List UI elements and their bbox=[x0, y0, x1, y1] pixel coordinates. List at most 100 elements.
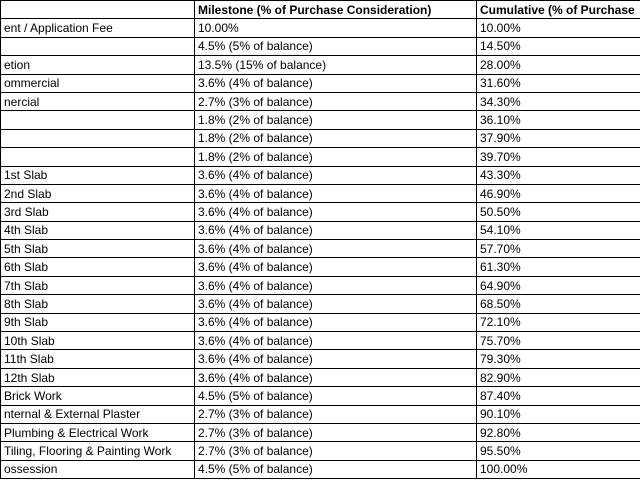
table-cell: 3rd Slab bbox=[0, 202, 195, 222]
table-row: 1.8% (2% of balance) 37.90% bbox=[0, 128, 640, 149]
table-cell: 61.30% bbox=[476, 257, 640, 277]
table-cell: ent / Application Fee bbox=[0, 18, 195, 38]
table-cell bbox=[0, 147, 195, 167]
table-row: 8th Slab 3.6% (4% of balance) 68.50% bbox=[0, 294, 640, 314]
table-cell: 54.10% bbox=[476, 220, 640, 241]
table-cell: 14.50% bbox=[476, 36, 640, 57]
table-cell: Milestone (% of Purchase Consideration) bbox=[194, 0, 477, 20]
table-cell: 11th Slab bbox=[0, 349, 195, 369]
table-row: 1.8% (2% of balance) 39.70% bbox=[0, 147, 640, 167]
table-cell: 90.10% bbox=[476, 404, 640, 424]
table-cell: 3.6% (4% of balance) bbox=[194, 202, 477, 222]
table-cell: 39.70% bbox=[476, 147, 640, 167]
table-cell bbox=[0, 110, 195, 130]
table-cell: Cumulative (% of Purchase bbox=[476, 0, 640, 20]
table-row: 12th Slab 3.6% (4% of balance) 82.90% bbox=[0, 367, 640, 388]
table-row: ommercial 3.6% (4% of balance) 31.60% bbox=[0, 73, 640, 93]
table-cell: ommercial bbox=[0, 73, 195, 93]
table-cell: nternal & External Plaster bbox=[0, 404, 195, 424]
table-cell: 75.70% bbox=[476, 331, 640, 351]
table-cell: 2.7% (3% of balance) bbox=[194, 404, 477, 424]
table-row: 4th Slab 3.6% (4% of balance) 54.10% bbox=[0, 220, 640, 241]
table-cell: 6th Slab bbox=[0, 257, 195, 277]
table-cell bbox=[0, 128, 195, 149]
table-row: 6th Slab 3.6% (4% of balance) 61.30% bbox=[0, 257, 640, 277]
table-cell: 3.6% (4% of balance) bbox=[194, 294, 477, 314]
table-row: Brick Work 4.5% (5% of balance) 87.40% bbox=[0, 386, 640, 406]
table-cell: 95.50% bbox=[476, 441, 640, 461]
table-cell: 31.60% bbox=[476, 73, 640, 93]
table-cell: 3.6% (4% of balance) bbox=[194, 331, 477, 351]
table-row: 11th Slab 3.6% (4% of balance) 79.30% bbox=[0, 349, 640, 369]
table-cell: 2.7% (3% of balance) bbox=[194, 422, 477, 443]
table-cell: Plumbing & Electrical Work bbox=[0, 422, 195, 443]
table-cell: 3.6% (4% of balance) bbox=[194, 257, 477, 277]
table-cell: 3.6% (4% of balance) bbox=[194, 349, 477, 369]
table-row: nternal & External Plaster 2.7% (3% of ba… bbox=[0, 404, 640, 424]
table-cell bbox=[0, 36, 195, 57]
table-cell: Brick Work bbox=[0, 386, 195, 406]
table-row: 3rd Slab 3.6% (4% of balance) 50.50% bbox=[0, 202, 640, 222]
table-cell: 3.6% (4% of balance) bbox=[194, 73, 477, 93]
table-cell: 1.8% (2% of balance) bbox=[194, 147, 477, 167]
table-cell: Tiling, Flooring & Painting Work bbox=[0, 441, 195, 461]
table-cell: 10.00% bbox=[476, 18, 640, 38]
table-cell bbox=[0, 0, 195, 20]
table-cell: 4.5% (5% of balance) bbox=[194, 386, 477, 406]
table-cell: 3.6% (4% of balance) bbox=[194, 165, 477, 185]
table-cell: 34.30% bbox=[476, 91, 640, 112]
table-cell: 92.80% bbox=[476, 422, 640, 443]
table-row: 1st Slab 3.6% (4% of balance) 43.30% bbox=[0, 165, 640, 185]
header-row: Milestone (% of Purchase Consideration) C… bbox=[0, 0, 640, 20]
table-cell: 68.50% bbox=[476, 294, 640, 314]
table-cell: ossession bbox=[0, 459, 195, 480]
table-cell: 4.5% (5% of balance) bbox=[194, 36, 477, 57]
table-row: Plumbing & Electrical Work 2.7% (3% of ba… bbox=[0, 422, 640, 443]
table-cell: 2nd Slab bbox=[0, 183, 195, 204]
table-cell: 64.90% bbox=[476, 275, 640, 296]
table-cell: 3.6% (4% of balance) bbox=[194, 367, 477, 388]
table-cell: 3.6% (4% of balance) bbox=[194, 183, 477, 204]
table-cell: 10.00% bbox=[194, 18, 477, 38]
table-cell: 1st Slab bbox=[0, 165, 195, 185]
table-cell: 1.8% (2% of balance) bbox=[194, 110, 477, 130]
table-cell: 79.30% bbox=[476, 349, 640, 369]
table-row: 4.5% (5% of balance) 14.50% bbox=[0, 36, 640, 57]
table-cell: 8th Slab bbox=[0, 294, 195, 314]
table-cell: 7th Slab bbox=[0, 275, 195, 296]
table-cell: 3.6% (4% of balance) bbox=[194, 220, 477, 241]
table-cell: 1.8% (2% of balance) bbox=[194, 128, 477, 149]
table-cell: 13.5% (15% of balance) bbox=[194, 55, 477, 75]
table-row: 1.8% (2% of balance) 36.10% bbox=[0, 110, 640, 130]
table-row: 10th Slab 3.6% (4% of balance) 75.70% bbox=[0, 331, 640, 351]
table-row: Tiling, Flooring & Painting Work 2.7% (3%… bbox=[0, 441, 640, 461]
table-cell: 36.10% bbox=[476, 110, 640, 130]
table-cell: 4th Slab bbox=[0, 220, 195, 241]
table-cell: 3.6% (4% of balance) bbox=[194, 275, 477, 296]
table-cell: 3.6% (4% of balance) bbox=[194, 312, 477, 333]
table-cell: 3.6% (4% of balance) bbox=[194, 239, 477, 259]
table-cell: 2.7% (3% of balance) bbox=[194, 441, 477, 461]
table-row: etion 13.5% (15% of balance) 28.00% bbox=[0, 55, 640, 75]
table-cell: 12th Slab bbox=[0, 367, 195, 388]
table-cell: 72.10% bbox=[476, 312, 640, 333]
table-cell: 9th Slab bbox=[0, 312, 195, 333]
table-cell: 5th Slab bbox=[0, 239, 195, 259]
table-cell: nercial bbox=[0, 91, 195, 112]
table-cell: etion bbox=[0, 55, 195, 75]
table-row: ent / Application Fee 10.00% 10.00% bbox=[0, 18, 640, 38]
table-cell: 2.7% (3% of balance) bbox=[194, 91, 477, 112]
table-cell: 87.40% bbox=[476, 386, 640, 406]
table-cell: 82.90% bbox=[476, 367, 640, 388]
table-cell: 4.5% (5% of balance) bbox=[194, 459, 477, 480]
table-cell: 57.70% bbox=[476, 239, 640, 259]
table-row: ossession 4.5% (5% of balance) 100.00% bbox=[0, 459, 640, 480]
table-cell: 37.90% bbox=[476, 128, 640, 149]
table-cell: 10th Slab bbox=[0, 331, 195, 351]
table-row: 9th Slab 3.6% (4% of balance) 72.10% bbox=[0, 312, 640, 333]
table-row: 5th Slab 3.6% (4% of balance) 57.70% bbox=[0, 239, 640, 259]
table-row: nercial 2.7% (3% of balance) 34.30% bbox=[0, 91, 640, 112]
